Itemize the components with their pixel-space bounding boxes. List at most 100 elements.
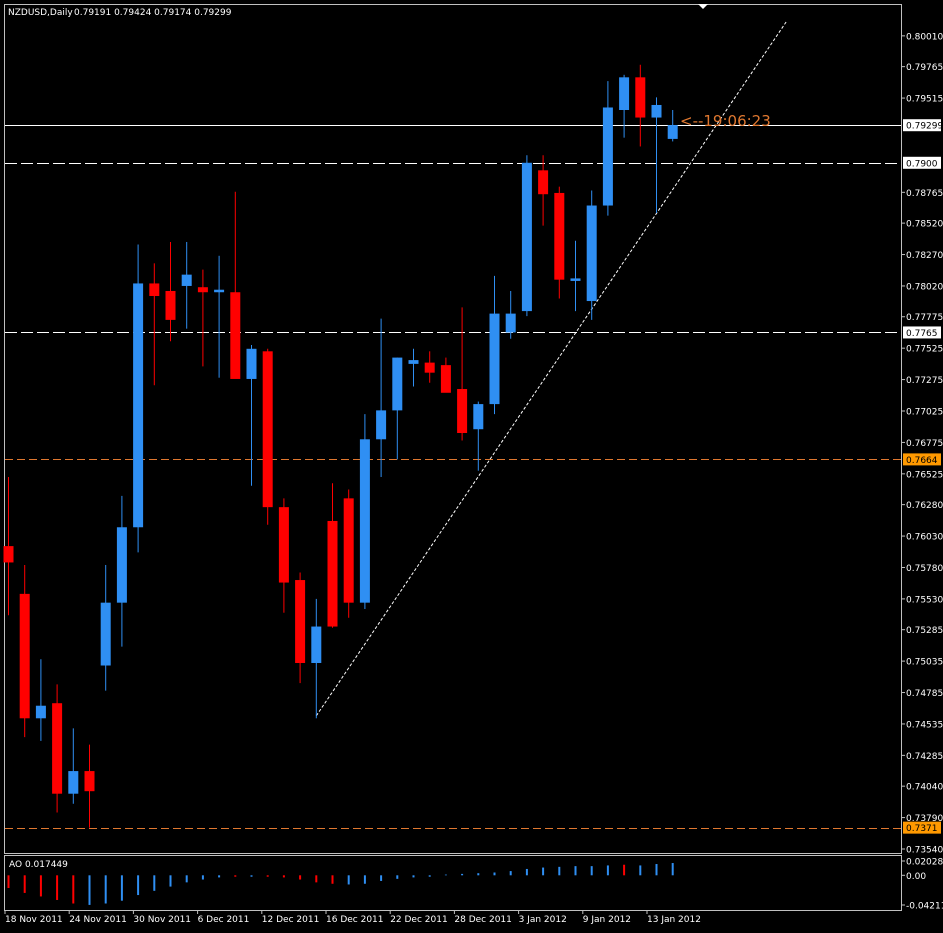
candle-body [360,439,370,602]
ao-tick-label: -0.04211 [906,902,943,912]
candle-body [457,389,467,433]
candle-body [117,527,127,602]
candle [490,276,500,414]
ao-indicator-title: AO 0.017449 [9,860,68,870]
ao-tick-label: 0.020286 [906,858,943,868]
price-tick-label: 0.79515 [906,95,943,105]
candle-body [506,314,516,333]
price-label-text: 0.7765 [906,329,938,339]
candle [409,349,419,387]
candle-body [230,292,240,379]
candle-body [522,163,532,311]
date-label: 22 Dec 2011 [390,915,448,925]
candle [360,414,370,609]
chart-ohlc-values: 0.79191 0.79424 0.79174 0.79299 [74,8,232,18]
price-tick-label: 0.77525 [906,345,943,355]
candle-body [425,363,435,373]
candle-body [344,498,354,602]
ao-tick-label: 0.00 [906,872,926,882]
candle-body [441,365,451,393]
candle [425,351,435,382]
candle [101,565,111,691]
candle [149,263,159,385]
candle-body [409,360,419,364]
candle [506,291,516,339]
candle [603,81,613,215]
price-label-text: 0.79299 [906,122,943,132]
price-tick-label: 0.76280 [906,501,943,511]
candle [457,307,467,440]
price-tick-label: 0.75780 [906,564,943,574]
candle-body [603,107,613,205]
shift-marker-icon[interactable] [698,4,708,9]
candle-body [571,278,581,281]
candle [279,498,289,612]
candle-body [101,603,111,666]
candle-body [263,351,273,507]
price-tick-label: 0.77775 [906,313,943,323]
price-tick-label: 0.76775 [906,439,943,449]
price-tick-label: 0.76525 [906,470,943,480]
candle [295,573,305,684]
candle [554,187,564,299]
candle [247,345,257,486]
price-tick-label: 0.74535 [906,720,943,730]
candle-body [279,507,289,582]
candle-body [182,275,192,286]
candle [441,358,451,393]
candle [344,490,354,618]
candle [522,155,532,316]
price-tick-label: 0.77275 [906,376,943,386]
candle-body [36,706,46,719]
date-label: 24 Nov 2011 [69,915,127,925]
price-tick-label: 0.74785 [906,689,943,699]
candle-body [619,77,629,110]
price-tick-label: 0.78520 [906,220,943,230]
candle [230,192,240,379]
price-tick-label: 0.76030 [906,533,943,543]
candle-body [392,358,402,411]
candle [587,190,597,319]
candle-body [554,193,564,280]
date-label: 28 Dec 2011 [454,915,512,925]
candle-body [4,546,14,562]
candle [68,728,78,803]
price-tick-label: 0.78765 [906,189,943,199]
candle [263,349,273,525]
chart-symbol-title: NZDUSD,Daily [8,8,73,18]
candle-body [328,521,338,627]
price-tick-label: 0.78270 [906,251,943,261]
bar-countdown-timer: <--19:06:23 [680,112,771,130]
candle-body [20,594,30,718]
candle [376,319,386,477]
price-label-text: 0.7664 [906,456,938,466]
price-tick-label: 0.78020 [906,282,943,292]
candle-body [311,627,321,663]
candle [571,241,581,311]
candle-body [166,291,176,320]
price-label-text: 0.7371 [906,824,938,834]
candle-body [214,290,224,293]
candle-body [68,771,78,794]
candle [328,483,338,628]
candle-body [149,283,159,296]
date-label: 6 Dec 2011 [198,915,250,925]
candle [214,256,224,378]
price-tick-label: 0.75285 [906,626,943,636]
candle-body [652,105,662,118]
candle-body [538,170,548,194]
candle [619,75,629,138]
candle-body [635,77,645,117]
candle [133,244,143,552]
candle-body [295,580,305,663]
candle [36,659,46,741]
candle [85,745,95,828]
candle [20,565,30,737]
candle-body [133,283,143,527]
candle [668,110,678,141]
candle [311,599,321,718]
candle-body [490,314,500,404]
candle [473,402,483,471]
